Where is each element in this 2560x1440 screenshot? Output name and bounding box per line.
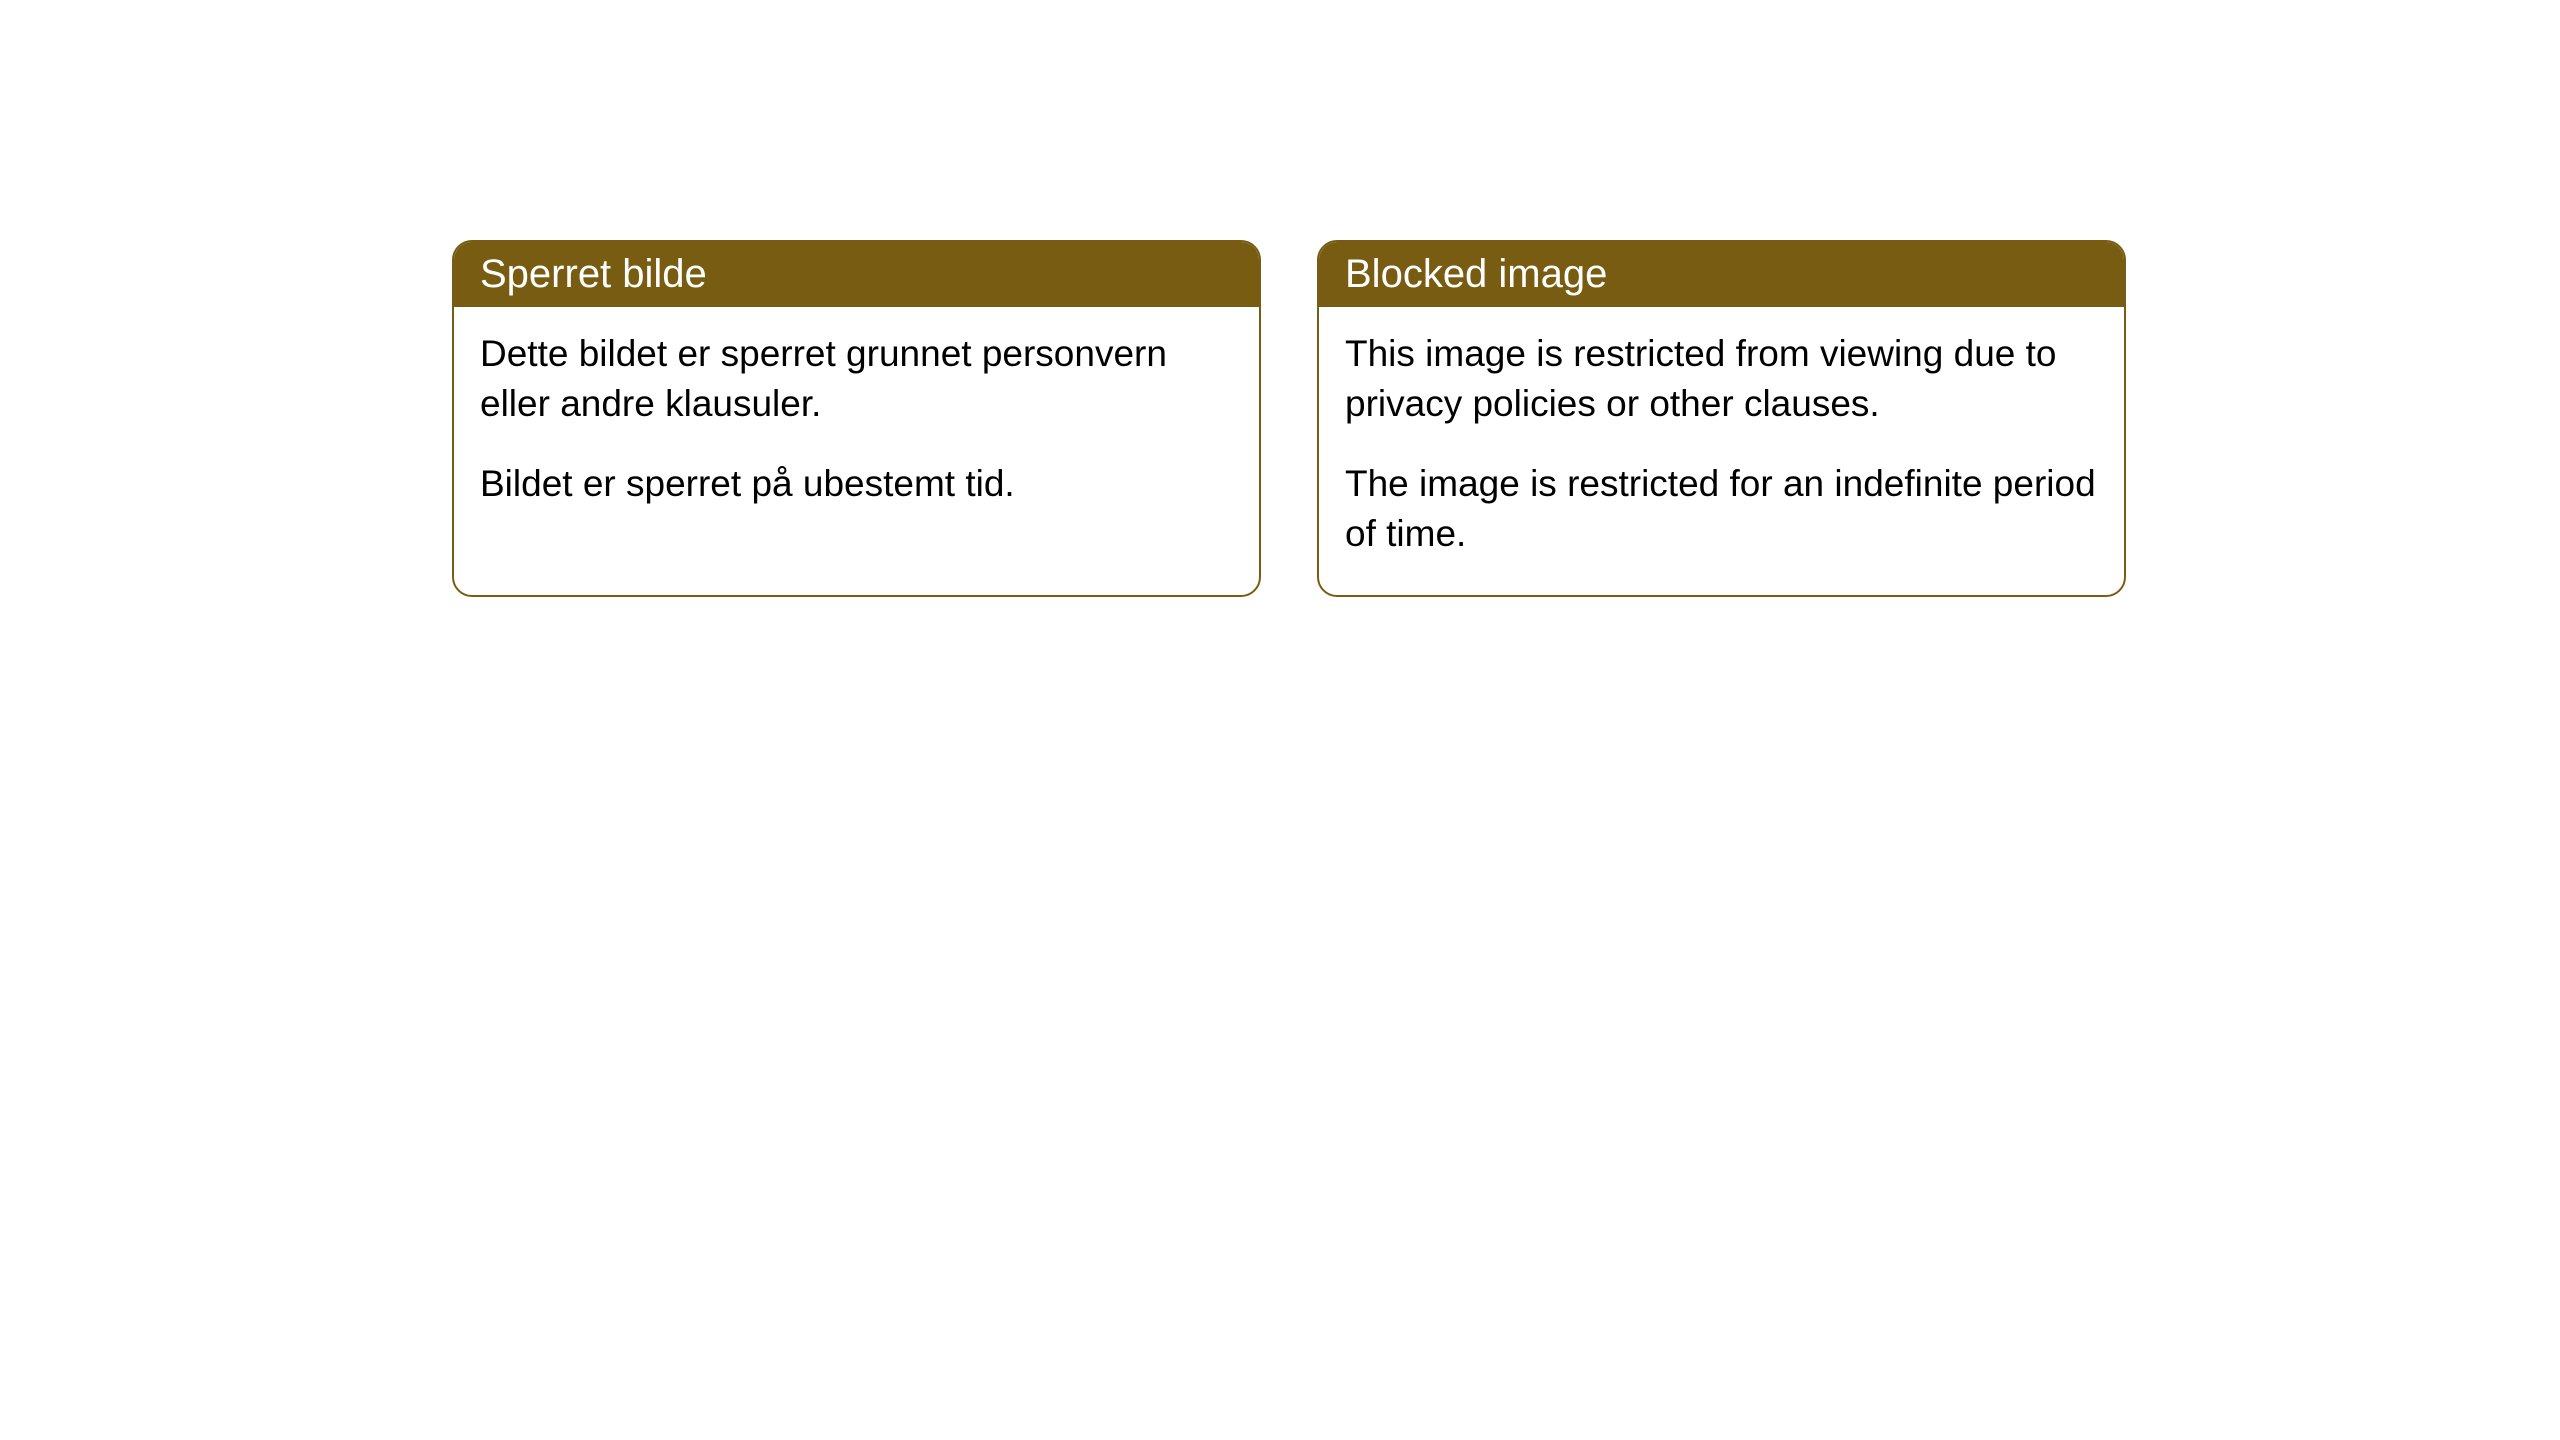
card-paragraph-1-norwegian: Dette bildet er sperret grunnet personve… <box>480 329 1233 429</box>
blocked-image-card-english: Blocked image This image is restricted f… <box>1317 240 2126 597</box>
cards-container: Sperret bilde Dette bildet er sperret gr… <box>452 240 2126 597</box>
card-header-norwegian: Sperret bilde <box>454 242 1259 307</box>
card-header-english: Blocked image <box>1319 242 2124 307</box>
card-body-norwegian: Dette bildet er sperret grunnet personve… <box>454 307 1259 545</box>
card-title-english: Blocked image <box>1345 252 1607 296</box>
card-paragraph-2-norwegian: Bildet er sperret på ubestemt tid. <box>480 459 1233 509</box>
card-paragraph-1-english: This image is restricted from viewing du… <box>1345 329 2098 429</box>
card-paragraph-2-english: The image is restricted for an indefinit… <box>1345 459 2098 559</box>
blocked-image-card-norwegian: Sperret bilde Dette bildet er sperret gr… <box>452 240 1261 597</box>
card-title-norwegian: Sperret bilde <box>480 252 707 296</box>
card-body-english: This image is restricted from viewing du… <box>1319 307 2124 595</box>
